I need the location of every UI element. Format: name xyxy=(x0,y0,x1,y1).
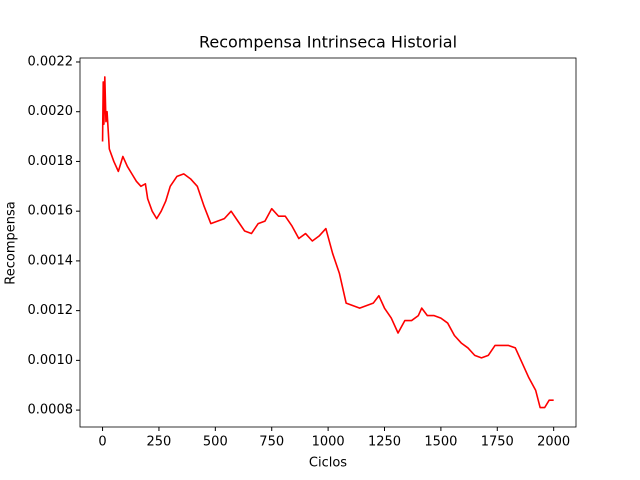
y-tick-label: 0.0022 xyxy=(28,54,74,69)
y-tick-label: 0.0012 xyxy=(28,303,74,318)
y-tick-label: 0.0008 xyxy=(28,403,74,418)
x-axis-label: Ciclos xyxy=(309,456,347,471)
y-tick-label: 0.0020 xyxy=(28,104,74,119)
x-tick-label: 1750 xyxy=(481,435,514,450)
data-line xyxy=(101,76,554,409)
plot-frame xyxy=(79,57,577,428)
y-tick-label: 0.0014 xyxy=(28,253,74,268)
x-tick-label: 1500 xyxy=(424,435,457,450)
chart-title: Recompensa Intrinseca Historial xyxy=(199,33,457,52)
x-tick-label: 2000 xyxy=(537,435,570,450)
x-tick-label: 1000 xyxy=(312,435,345,450)
x-tick-label: 750 xyxy=(259,435,284,450)
x-tick-label: 1250 xyxy=(368,435,401,450)
x-tick-label: 0 xyxy=(98,435,106,450)
y-axis-label: Recompensa xyxy=(4,201,19,284)
x-tick-label: 250 xyxy=(147,435,172,450)
y-tick-label: 0.0010 xyxy=(28,353,74,368)
y-tick-label: 0.0018 xyxy=(28,154,74,169)
y-tick-label: 0.0016 xyxy=(28,204,74,219)
x-tick-label: 500 xyxy=(203,435,228,450)
